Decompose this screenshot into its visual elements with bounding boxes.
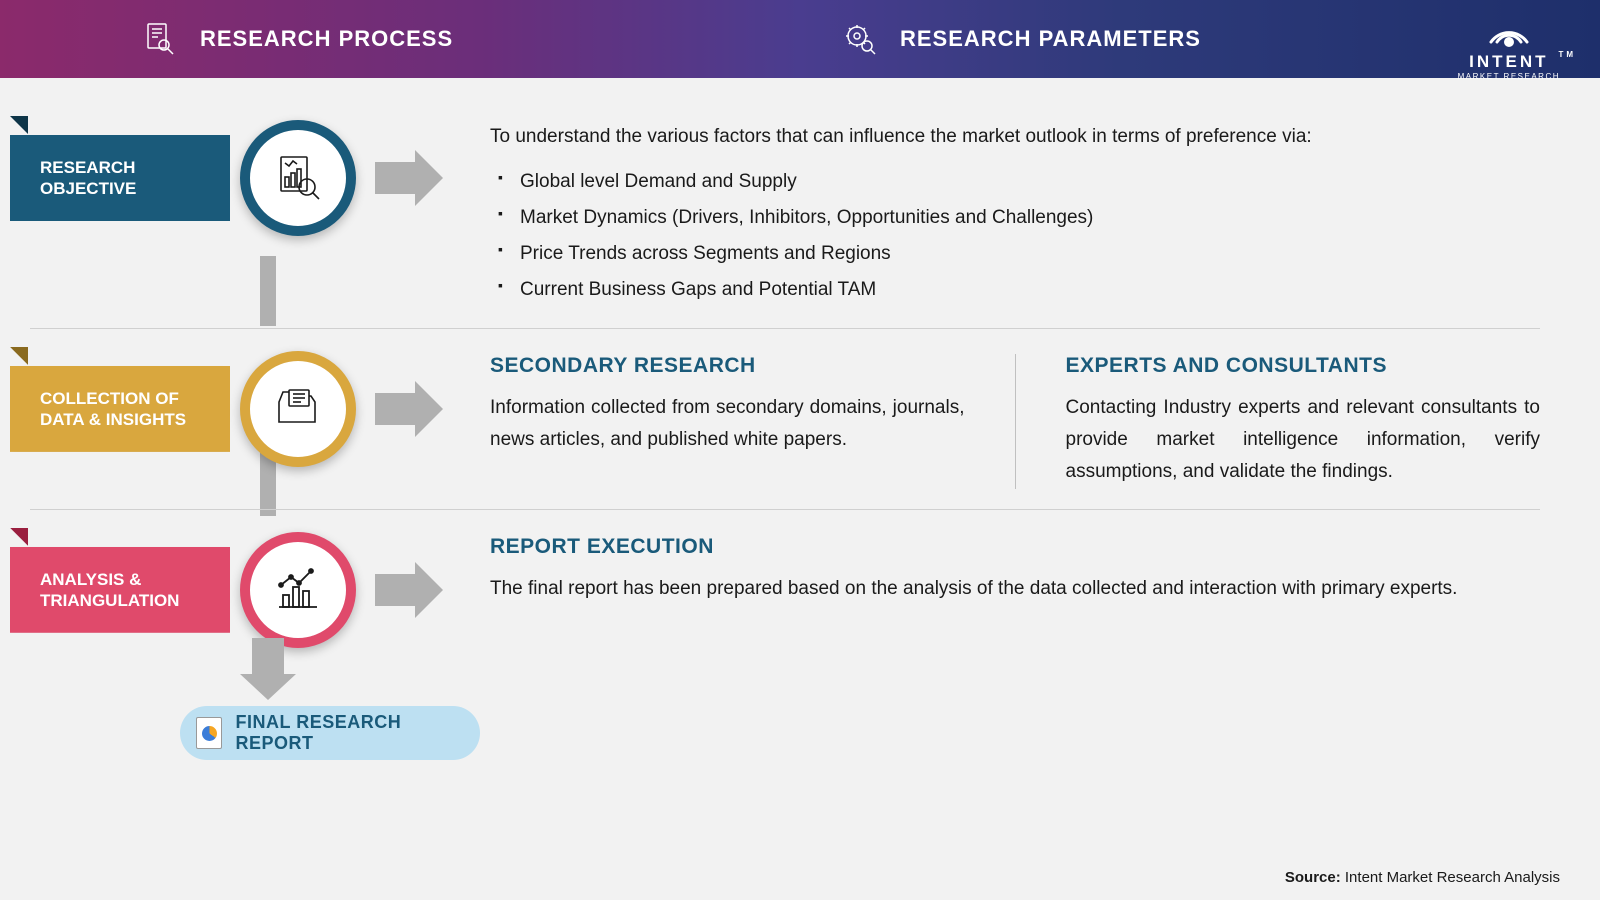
ribbon-data-collection: COLLECTION OF DATA & INSIGHTS	[10, 366, 230, 452]
logo-tm: TM	[1558, 50, 1576, 59]
bar-chart-trend-icon	[252, 544, 344, 636]
header-right-title: RESEARCH PARAMETERS	[900, 26, 1201, 52]
source-attribution: Source: Intent Market Research Analysis	[1285, 869, 1560, 886]
document-magnify-icon	[140, 19, 180, 59]
final-report-pill: FINAL RESEARCH REPORT	[180, 706, 480, 760]
report-document-icon	[196, 717, 222, 749]
header-left-title: RESEARCH PROCESS	[200, 26, 453, 52]
col-secondary-research: SECONDARY RESEARCH Information collected…	[490, 354, 965, 489]
step1-intro: To understand the various factors that c…	[490, 123, 1540, 152]
col-heading: EXPERTS AND CONSULTANTS	[1066, 354, 1541, 378]
ribbon-label: COLLECTION OF DATA & INSIGHTS	[40, 388, 200, 431]
step3-heading: REPORT EXECUTION	[490, 535, 1540, 559]
content-area: RESEARCH OBJECTIVE To understand the var…	[0, 78, 1600, 690]
col-text: Contacting Industry experts and relevant…	[1066, 392, 1541, 489]
badge-analysis-triangulation	[240, 532, 356, 648]
bullet-item: Price Trends across Segments and Regions	[520, 236, 1540, 272]
step-1-content: To understand the various factors that c…	[450, 118, 1540, 308]
ribbon-label: RESEARCH OBJECTIVE	[40, 157, 200, 200]
bullet-item: Global level Demand and Supply	[520, 164, 1540, 200]
step3-text: The final report has been prepared based…	[490, 573, 1540, 605]
col-text: Information collected from secondary dom…	[490, 392, 965, 457]
brand-logo: INTENT TM MARKET RESEARCH	[1458, 10, 1560, 81]
step-2: COLLECTION OF DATA & INSIGHTS SECONDARY …	[30, 329, 1540, 510]
step-1: RESEARCH OBJECTIVE To understand the var…	[30, 98, 1540, 329]
document-chart-search-icon	[252, 132, 344, 224]
col-divider	[1015, 354, 1016, 489]
final-label: FINAL RESEARCH REPORT	[236, 712, 480, 754]
ribbon-label: ANALYSIS & TRIANGULATION	[40, 569, 200, 612]
ribbon-research-objective: RESEARCH OBJECTIVE	[10, 135, 230, 221]
header-left: RESEARCH PROCESS	[0, 0, 800, 78]
bullet-item: Market Dynamics (Drivers, Inhibitors, Op…	[520, 200, 1540, 236]
ribbon-fold	[10, 347, 28, 365]
source-text: Intent Market Research Analysis	[1345, 869, 1560, 886]
col-heading: SECONDARY RESEARCH	[490, 354, 965, 378]
source-label: Source:	[1285, 869, 1341, 886]
bullet-item: Current Business Gaps and Potential TAM	[520, 272, 1540, 308]
folder-document-icon	[252, 363, 344, 455]
ribbon-fold	[10, 116, 28, 134]
ribbon-fold	[10, 528, 28, 546]
header-bar: RESEARCH PROCESS RESEARCH PARAMETERS INT…	[0, 0, 1600, 78]
badge-research-objective	[240, 120, 356, 236]
step-2-content: SECONDARY RESEARCH Information collected…	[450, 349, 1540, 489]
step1-bullets: Global level Demand and SupplyMarket Dyn…	[490, 164, 1540, 308]
ribbon-analysis-triangulation: ANALYSIS & TRIANGULATION	[10, 547, 230, 633]
col-experts-consultants: EXPERTS AND CONSULTANTS Contacting Indus…	[1066, 354, 1541, 489]
badge-data-collection	[240, 351, 356, 467]
logo-main-text: INTENT	[1469, 52, 1548, 71]
gear-magnify-icon	[840, 19, 880, 59]
step-3-content: REPORT EXECUTION The final report has be…	[450, 530, 1540, 605]
